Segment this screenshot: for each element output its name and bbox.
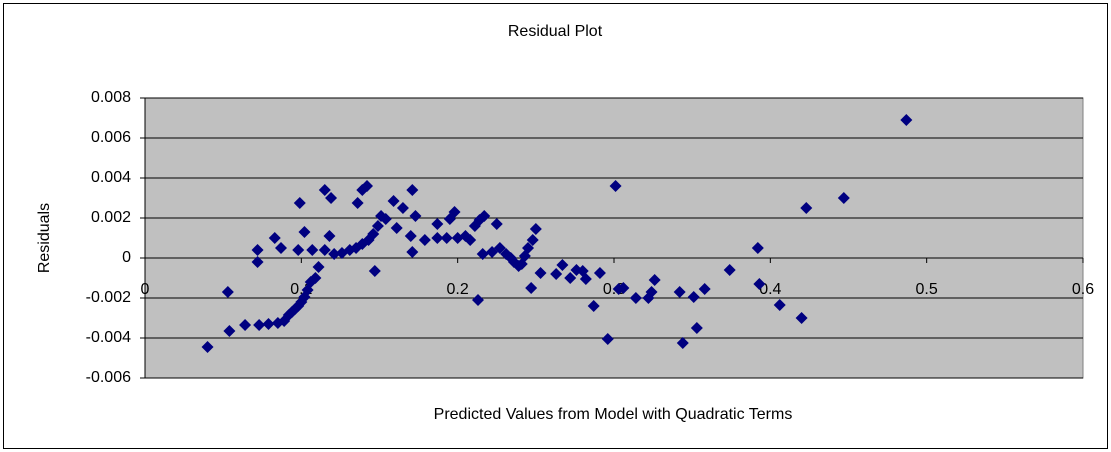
- point: [579, 273, 592, 285]
- y-tick-label: 0.006: [91, 129, 131, 146]
- x-tick-label: 0.4: [759, 281, 781, 298]
- point: [318, 184, 331, 196]
- point: [221, 286, 234, 298]
- point: [251, 256, 264, 268]
- point: [418, 234, 431, 246]
- point: [617, 282, 630, 294]
- point: [323, 230, 336, 242]
- y-tick-label: 0.008: [91, 89, 131, 106]
- point: [351, 197, 364, 209]
- x-tick-label: 0: [141, 281, 150, 298]
- point: [900, 114, 913, 126]
- chart-title: Residual Plot: [508, 23, 603, 40]
- point: [253, 319, 266, 331]
- point: [379, 213, 392, 225]
- point: [306, 244, 319, 256]
- point: [795, 312, 808, 324]
- point: [648, 274, 661, 286]
- point: [325, 192, 338, 204]
- x-axis-title: Predicted Values from Model with Quadrat…: [434, 406, 793, 423]
- point: [564, 272, 577, 284]
- point: [431, 218, 444, 230]
- point: [493, 242, 506, 254]
- point: [371, 220, 384, 232]
- point: [556, 259, 569, 271]
- point: [529, 223, 542, 235]
- y-tick-label: 0: [122, 249, 131, 266]
- point: [368, 265, 381, 277]
- point: [526, 234, 539, 246]
- point: [404, 230, 417, 242]
- point: [471, 294, 484, 306]
- point: [629, 292, 642, 304]
- point: [312, 261, 325, 273]
- y-tick-label: -0.004: [86, 329, 131, 346]
- point: [292, 244, 305, 256]
- point: [687, 291, 700, 303]
- point: [587, 300, 600, 312]
- point: [593, 267, 606, 279]
- point: [673, 286, 686, 298]
- point: [448, 206, 461, 218]
- point: [406, 184, 419, 196]
- point: [268, 232, 281, 244]
- x-tick-label: 0.2: [447, 281, 469, 298]
- point: [676, 337, 689, 349]
- point: [293, 197, 306, 209]
- point: [773, 299, 786, 311]
- point: [406, 246, 419, 258]
- point: [534, 267, 547, 279]
- point: [396, 202, 409, 214]
- point: [387, 195, 400, 207]
- point: [275, 242, 288, 254]
- point: [522, 242, 535, 254]
- point: [723, 264, 736, 276]
- point: [645, 286, 658, 298]
- point: [298, 226, 311, 238]
- point: [431, 232, 444, 244]
- point: [201, 341, 214, 353]
- point: [318, 244, 331, 256]
- point: [239, 319, 252, 331]
- point: [409, 210, 422, 222]
- y-tick-label: -0.006: [86, 369, 131, 386]
- y-axis-title: Residuals: [36, 203, 53, 273]
- point: [262, 318, 275, 330]
- point: [309, 272, 322, 284]
- x-tick-label: 0.5: [916, 281, 938, 298]
- y-tick-label: 0.002: [91, 209, 131, 226]
- point: [698, 283, 711, 295]
- point: [367, 228, 380, 240]
- point: [609, 180, 622, 192]
- y-tick-label: -0.002: [86, 289, 131, 306]
- point: [800, 202, 813, 214]
- point: [251, 244, 264, 256]
- point: [751, 242, 764, 254]
- point: [525, 282, 538, 294]
- point: [478, 210, 491, 222]
- point: [440, 232, 453, 244]
- point: [464, 234, 477, 246]
- point: [390, 222, 403, 234]
- point: [223, 325, 236, 337]
- point: [690, 322, 703, 334]
- point: [360, 180, 373, 192]
- plot-area: [144, 97, 1084, 379]
- point: [837, 192, 850, 204]
- x-tick-label: 0.6: [1072, 281, 1094, 298]
- point: [476, 248, 489, 260]
- point: [550, 268, 563, 280]
- point: [328, 248, 341, 260]
- y-tick-label: 0.004: [91, 169, 131, 186]
- point: [753, 278, 766, 290]
- point: [601, 333, 614, 345]
- point: [490, 218, 503, 230]
